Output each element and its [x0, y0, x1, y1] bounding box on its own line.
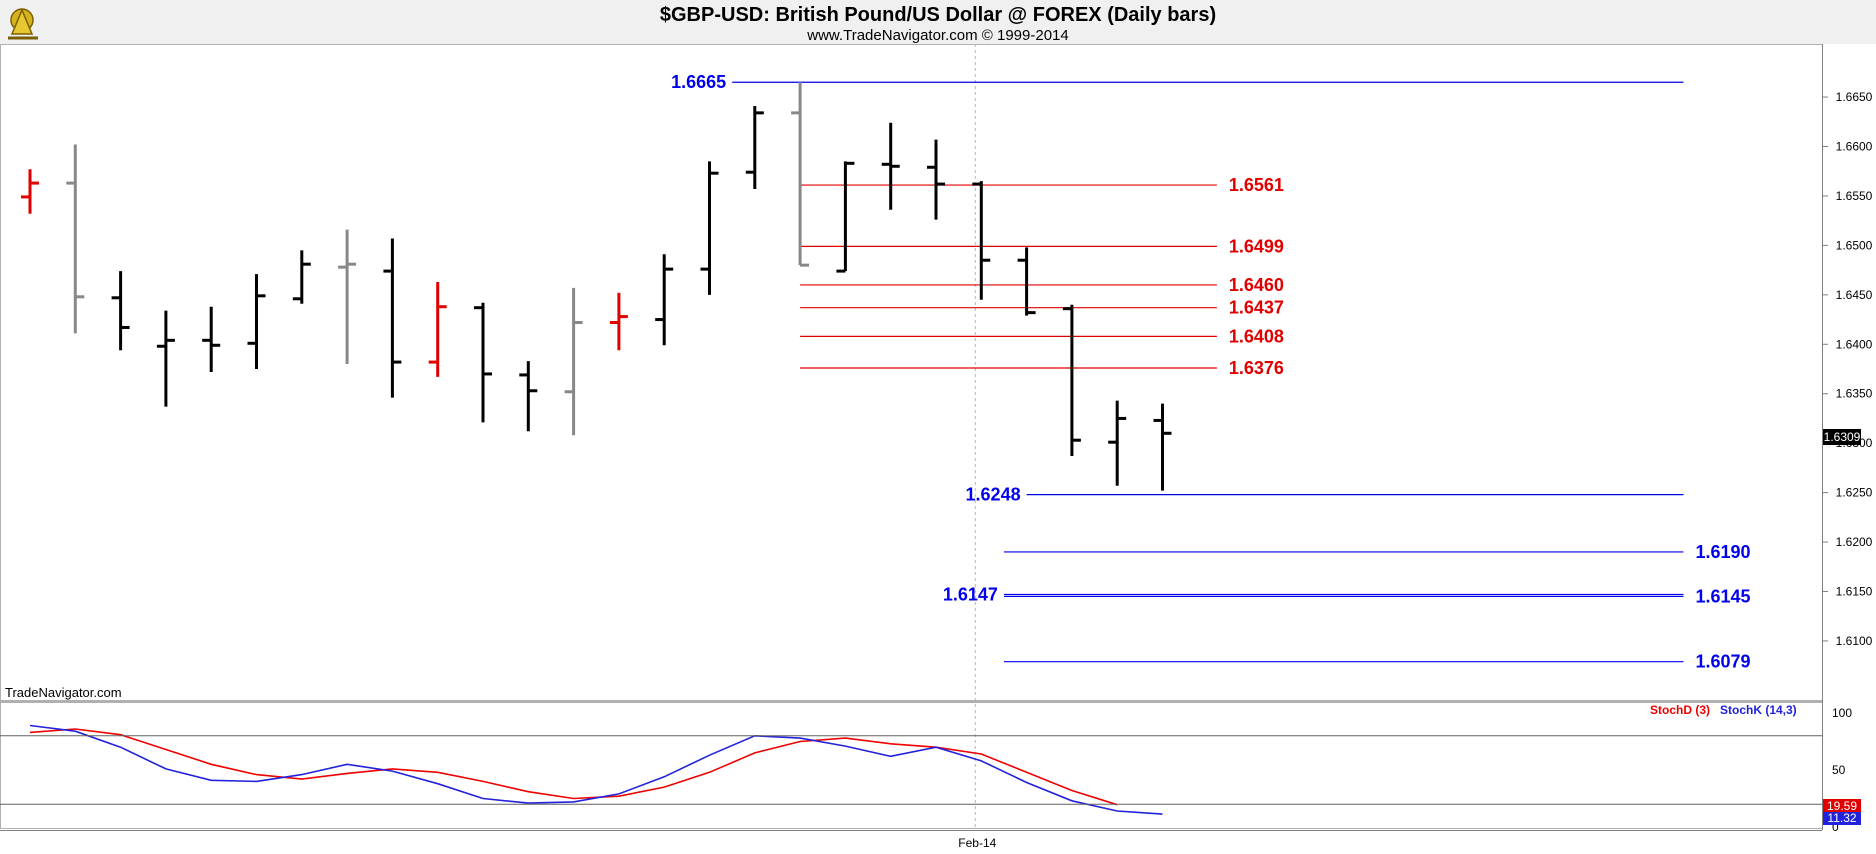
ohlc-bar [247, 274, 266, 369]
ohlc-bar [383, 238, 402, 398]
price-tick-label: 1.6100 [1836, 634, 1873, 648]
stochd-legend: StochD (3) [1650, 703, 1710, 717]
ohlc-bar [1108, 400, 1127, 486]
level-label-1.6248: 1.6248 [966, 485, 1021, 505]
ohlc-bar [156, 310, 175, 407]
ohlc-bar [338, 229, 357, 365]
price-tick-label: 1.6600 [1836, 140, 1873, 154]
ohlc-bar [292, 250, 311, 304]
stochk-line [29, 724, 1163, 815]
ohlc-bar [881, 122, 900, 210]
stochk-legend: StochK (14,3) [1720, 703, 1797, 717]
price-tick-label: 1.6500 [1836, 238, 1873, 252]
level-label-1.6376: 1.6376 [1229, 358, 1284, 378]
ohlc-bars [21, 82, 1172, 491]
level-label-1.6460: 1.6460 [1229, 275, 1284, 295]
header-bar [0, 0, 1876, 44]
level-label-1.6408: 1.6408 [1229, 326, 1284, 346]
x-axis-date-label: Feb-14 [958, 836, 996, 850]
ohlc-bar [428, 281, 447, 377]
ohlc-bar [66, 144, 85, 334]
ohlc-bar [972, 181, 991, 300]
level-label-1.6079: 1.6079 [1695, 652, 1750, 672]
stochastic-lines [29, 724, 1163, 815]
ohlc-bar [927, 139, 945, 220]
ohlc-bar [700, 161, 719, 295]
level-label-1.6190: 1.6190 [1695, 542, 1750, 562]
level-label-1.6147: 1.6147 [943, 584, 998, 604]
stochastic-axis: 100 50 0 [0, 706, 1852, 834]
ohlc-bar [791, 82, 810, 267]
level-label-1.6145: 1.6145 [1695, 586, 1750, 606]
chart-title: $GBP-USD: British Pound/US Dollar @ FORE… [660, 4, 1216, 26]
price-axis: 1.6650 1.6600 1.6550 1.6500 1.6450 1.6400 1.63… [1822, 90, 1873, 648]
price-tick-label: 1.6550 [1836, 189, 1873, 203]
ohlc-bar [609, 292, 628, 351]
level-label-1.6437: 1.6437 [1229, 298, 1284, 318]
stochk-last-badge-bg [1823, 812, 1861, 825]
chart-subtitle: www.TradeNavigator.com © 1999-2014 [806, 27, 1068, 44]
ohlc-bar [836, 161, 855, 273]
price-tick-label: 1.6400 [1836, 337, 1873, 351]
stochd-last-badge: 19.59 [1827, 799, 1857, 813]
ohlc-bar [655, 254, 674, 346]
price-tick-label: 1.6150 [1836, 585, 1873, 599]
price-tick-label: 1.6650 [1836, 90, 1873, 104]
ohlc-bar [21, 169, 39, 214]
level-layer: 1.6665 1.6561 1.6499 1.6460 1.6437 1.6408 1.63… [671, 72, 1750, 671]
sextant-logo-icon [8, 8, 38, 40]
ohlc-bar [111, 271, 130, 351]
ohlc-bar [1017, 247, 1036, 316]
stoch-tick-label: 50 [1832, 763, 1846, 777]
ohlc-bar [519, 361, 538, 432]
price-tick-label: 1.6350 [1836, 387, 1873, 401]
stoch-tick-label: 0 [1832, 820, 1839, 834]
level-label-1.6665: 1.6665 [671, 72, 726, 92]
ohlc-bar [1062, 304, 1081, 457]
ohlc-bar [564, 287, 583, 436]
price-tick-label: 1.6250 [1836, 486, 1873, 500]
ohlc-bar [202, 306, 221, 372]
last-price-badge: 1.6309 [1824, 430, 1861, 444]
ohlc-bar [1153, 403, 1172, 491]
level-label-1.6499: 1.6499 [1229, 236, 1284, 256]
stoch-tick-label: 100 [1832, 706, 1852, 720]
price-panel [0, 44, 1823, 701]
stochk-last-badge: 11.32 [1827, 811, 1856, 825]
price-tick-label: 1.6200 [1836, 535, 1873, 549]
ohlc-bar [745, 105, 764, 190]
stochd-last-badge-bg [1823, 799, 1861, 813]
watermark-text: TradeNavigator.com [5, 685, 122, 700]
ohlc-bar [474, 302, 492, 423]
price-tick-label: 1.6450 [1836, 288, 1873, 302]
level-label-1.6561: 1.6561 [1229, 175, 1284, 195]
stochastic-panel [0, 702, 1823, 829]
last-price-badge-bg [1823, 429, 1861, 445]
